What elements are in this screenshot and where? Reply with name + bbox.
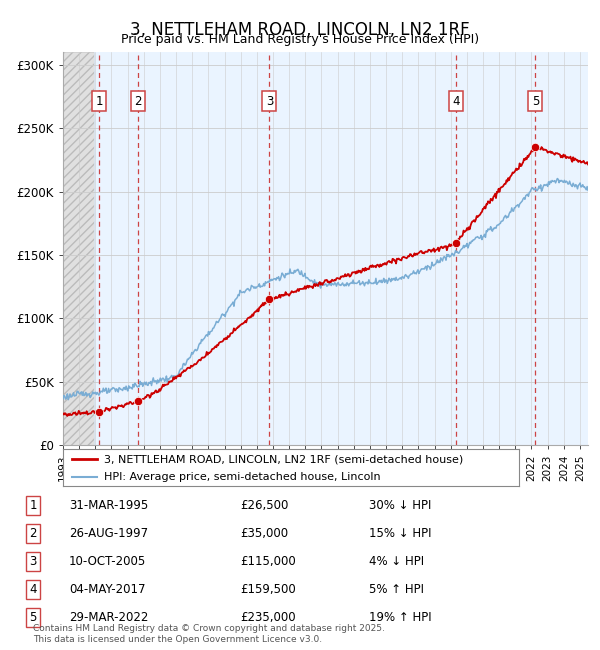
- Text: 31-MAR-1995: 31-MAR-1995: [69, 499, 148, 512]
- Text: 4: 4: [29, 582, 37, 595]
- Text: 3: 3: [266, 95, 273, 108]
- Text: HPI: Average price, semi-detached house, Lincoln: HPI: Average price, semi-detached house,…: [104, 472, 380, 482]
- Text: Contains HM Land Registry data © Crown copyright and database right 2025.
This d: Contains HM Land Registry data © Crown c…: [33, 624, 385, 644]
- Text: 5% ↑ HPI: 5% ↑ HPI: [369, 582, 424, 595]
- Text: £115,000: £115,000: [240, 554, 296, 568]
- Text: 2: 2: [29, 526, 37, 539]
- Bar: [94, 52, 588, 445]
- Text: 3, NETTLEHAM ROAD, LINCOLN, LN2 1RF (semi-detached house): 3, NETTLEHAM ROAD, LINCOLN, LN2 1RF (sem…: [104, 454, 463, 464]
- Bar: [63, 52, 94, 445]
- Text: Price paid vs. HM Land Registry's House Price Index (HPI): Price paid vs. HM Land Registry's House …: [121, 32, 479, 46]
- Text: 15% ↓ HPI: 15% ↓ HPI: [369, 526, 431, 539]
- Text: £159,500: £159,500: [240, 582, 296, 595]
- Text: 3: 3: [29, 554, 37, 568]
- Text: 29-MAR-2022: 29-MAR-2022: [69, 611, 148, 624]
- Text: 26-AUG-1997: 26-AUG-1997: [69, 526, 148, 539]
- Text: 30% ↓ HPI: 30% ↓ HPI: [369, 499, 431, 512]
- Text: 10-OCT-2005: 10-OCT-2005: [69, 554, 146, 568]
- Text: 5: 5: [532, 95, 539, 108]
- Text: 1: 1: [29, 499, 37, 512]
- Text: £235,000: £235,000: [240, 611, 296, 624]
- Text: £35,000: £35,000: [240, 526, 288, 539]
- Text: 2: 2: [134, 95, 142, 108]
- Text: 1: 1: [95, 95, 103, 108]
- Text: 19% ↑ HPI: 19% ↑ HPI: [369, 611, 431, 624]
- Text: 4% ↓ HPI: 4% ↓ HPI: [369, 554, 424, 568]
- Text: 3, NETTLEHAM ROAD, LINCOLN, LN2 1RF: 3, NETTLEHAM ROAD, LINCOLN, LN2 1RF: [130, 21, 470, 39]
- Text: £26,500: £26,500: [240, 499, 289, 512]
- Text: 5: 5: [29, 611, 37, 624]
- Text: 4: 4: [452, 95, 460, 108]
- Text: 04-MAY-2017: 04-MAY-2017: [69, 582, 146, 595]
